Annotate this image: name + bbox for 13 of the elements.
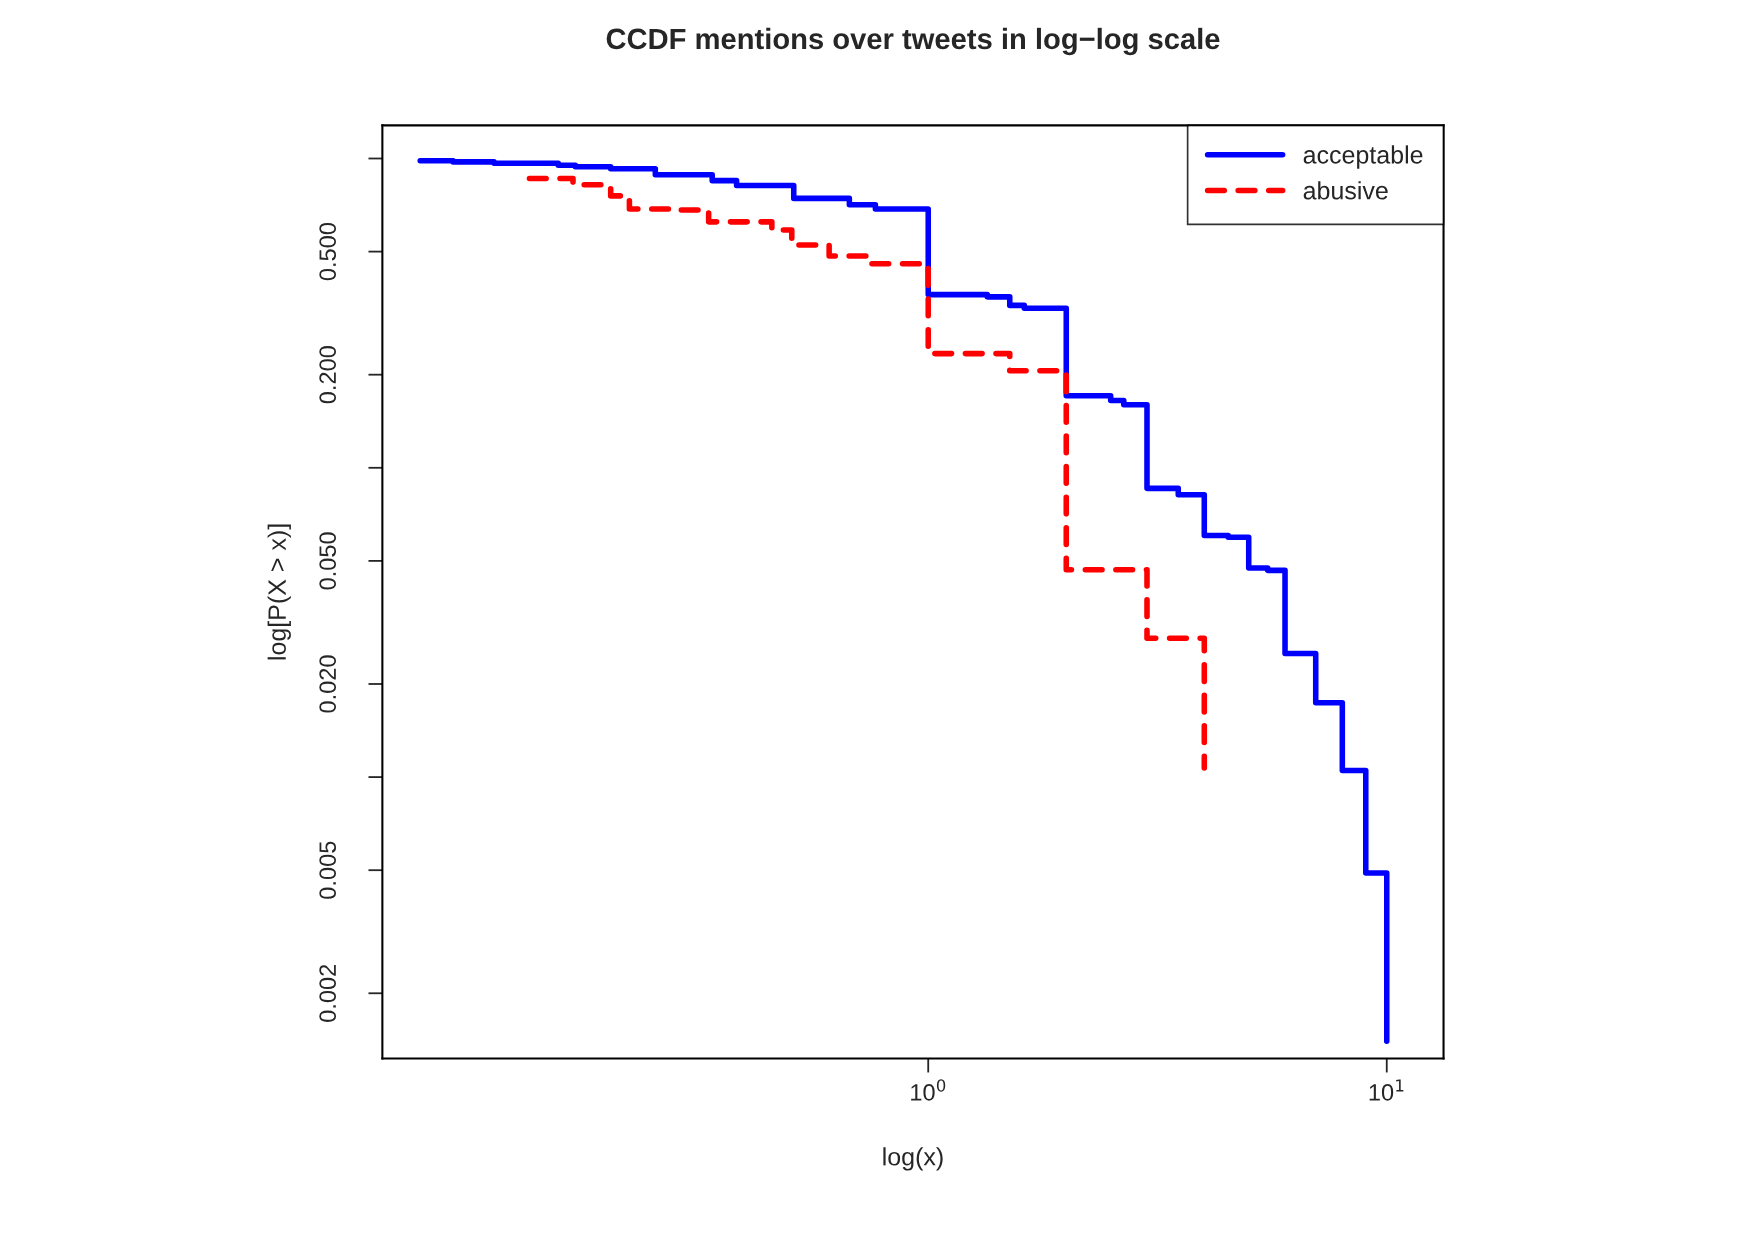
- chart-title: CCDF mentions over tweets in log−log scale: [606, 27, 1220, 56]
- y-tick-label: 0.005: [319, 841, 337, 899]
- y-tick-label: 0.050: [319, 532, 337, 590]
- y-axis-title: log[P(X > x)]: [267, 524, 291, 660]
- y-tick-label: 0.200: [319, 346, 337, 404]
- x-tick-label: 10$^{0}$: [911, 1079, 946, 1101]
- x-tick-label: 10$^{1}$: [1369, 1079, 1404, 1101]
- y-tick-label: 0.020: [319, 655, 337, 713]
- legend-label: acceptable: [1303, 145, 1423, 169]
- y-tick-label: 0.002: [319, 964, 337, 1022]
- legend-label: abusive: [1303, 181, 1388, 200]
- x-axis-title: log(x): [883, 1147, 943, 1171]
- y-tick-label: 0.500: [319, 222, 337, 281]
